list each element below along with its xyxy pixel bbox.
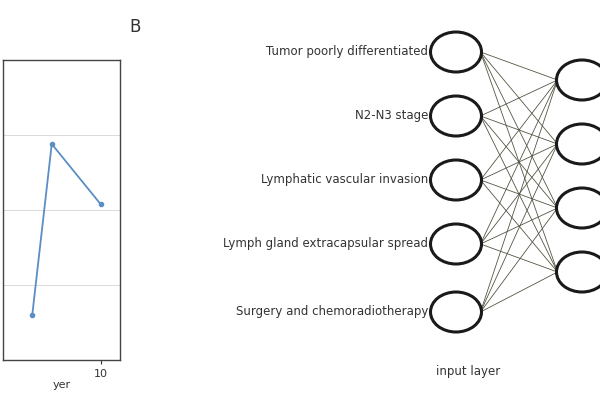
Text: Lymph gland extracapsular spread: Lymph gland extracapsular spread [223,238,428,250]
Text: B: B [129,18,140,36]
Ellipse shape [431,160,482,200]
Text: Tumor poorly differentiated: Tumor poorly differentiated [266,46,428,58]
Ellipse shape [431,292,482,332]
Text: input layer: input layer [436,366,500,378]
Ellipse shape [431,32,482,72]
Text: N2-N3 stage: N2-N3 stage [355,110,428,122]
Text: Surgery and chemoradiotherapy: Surgery and chemoradiotherapy [236,306,428,318]
Ellipse shape [557,124,600,164]
Text: Lymphatic vascular invasion: Lymphatic vascular invasion [261,174,428,186]
Ellipse shape [557,60,600,100]
Ellipse shape [557,252,600,292]
Ellipse shape [557,188,600,228]
Ellipse shape [431,224,482,264]
X-axis label: yer: yer [52,380,71,390]
Ellipse shape [431,96,482,136]
